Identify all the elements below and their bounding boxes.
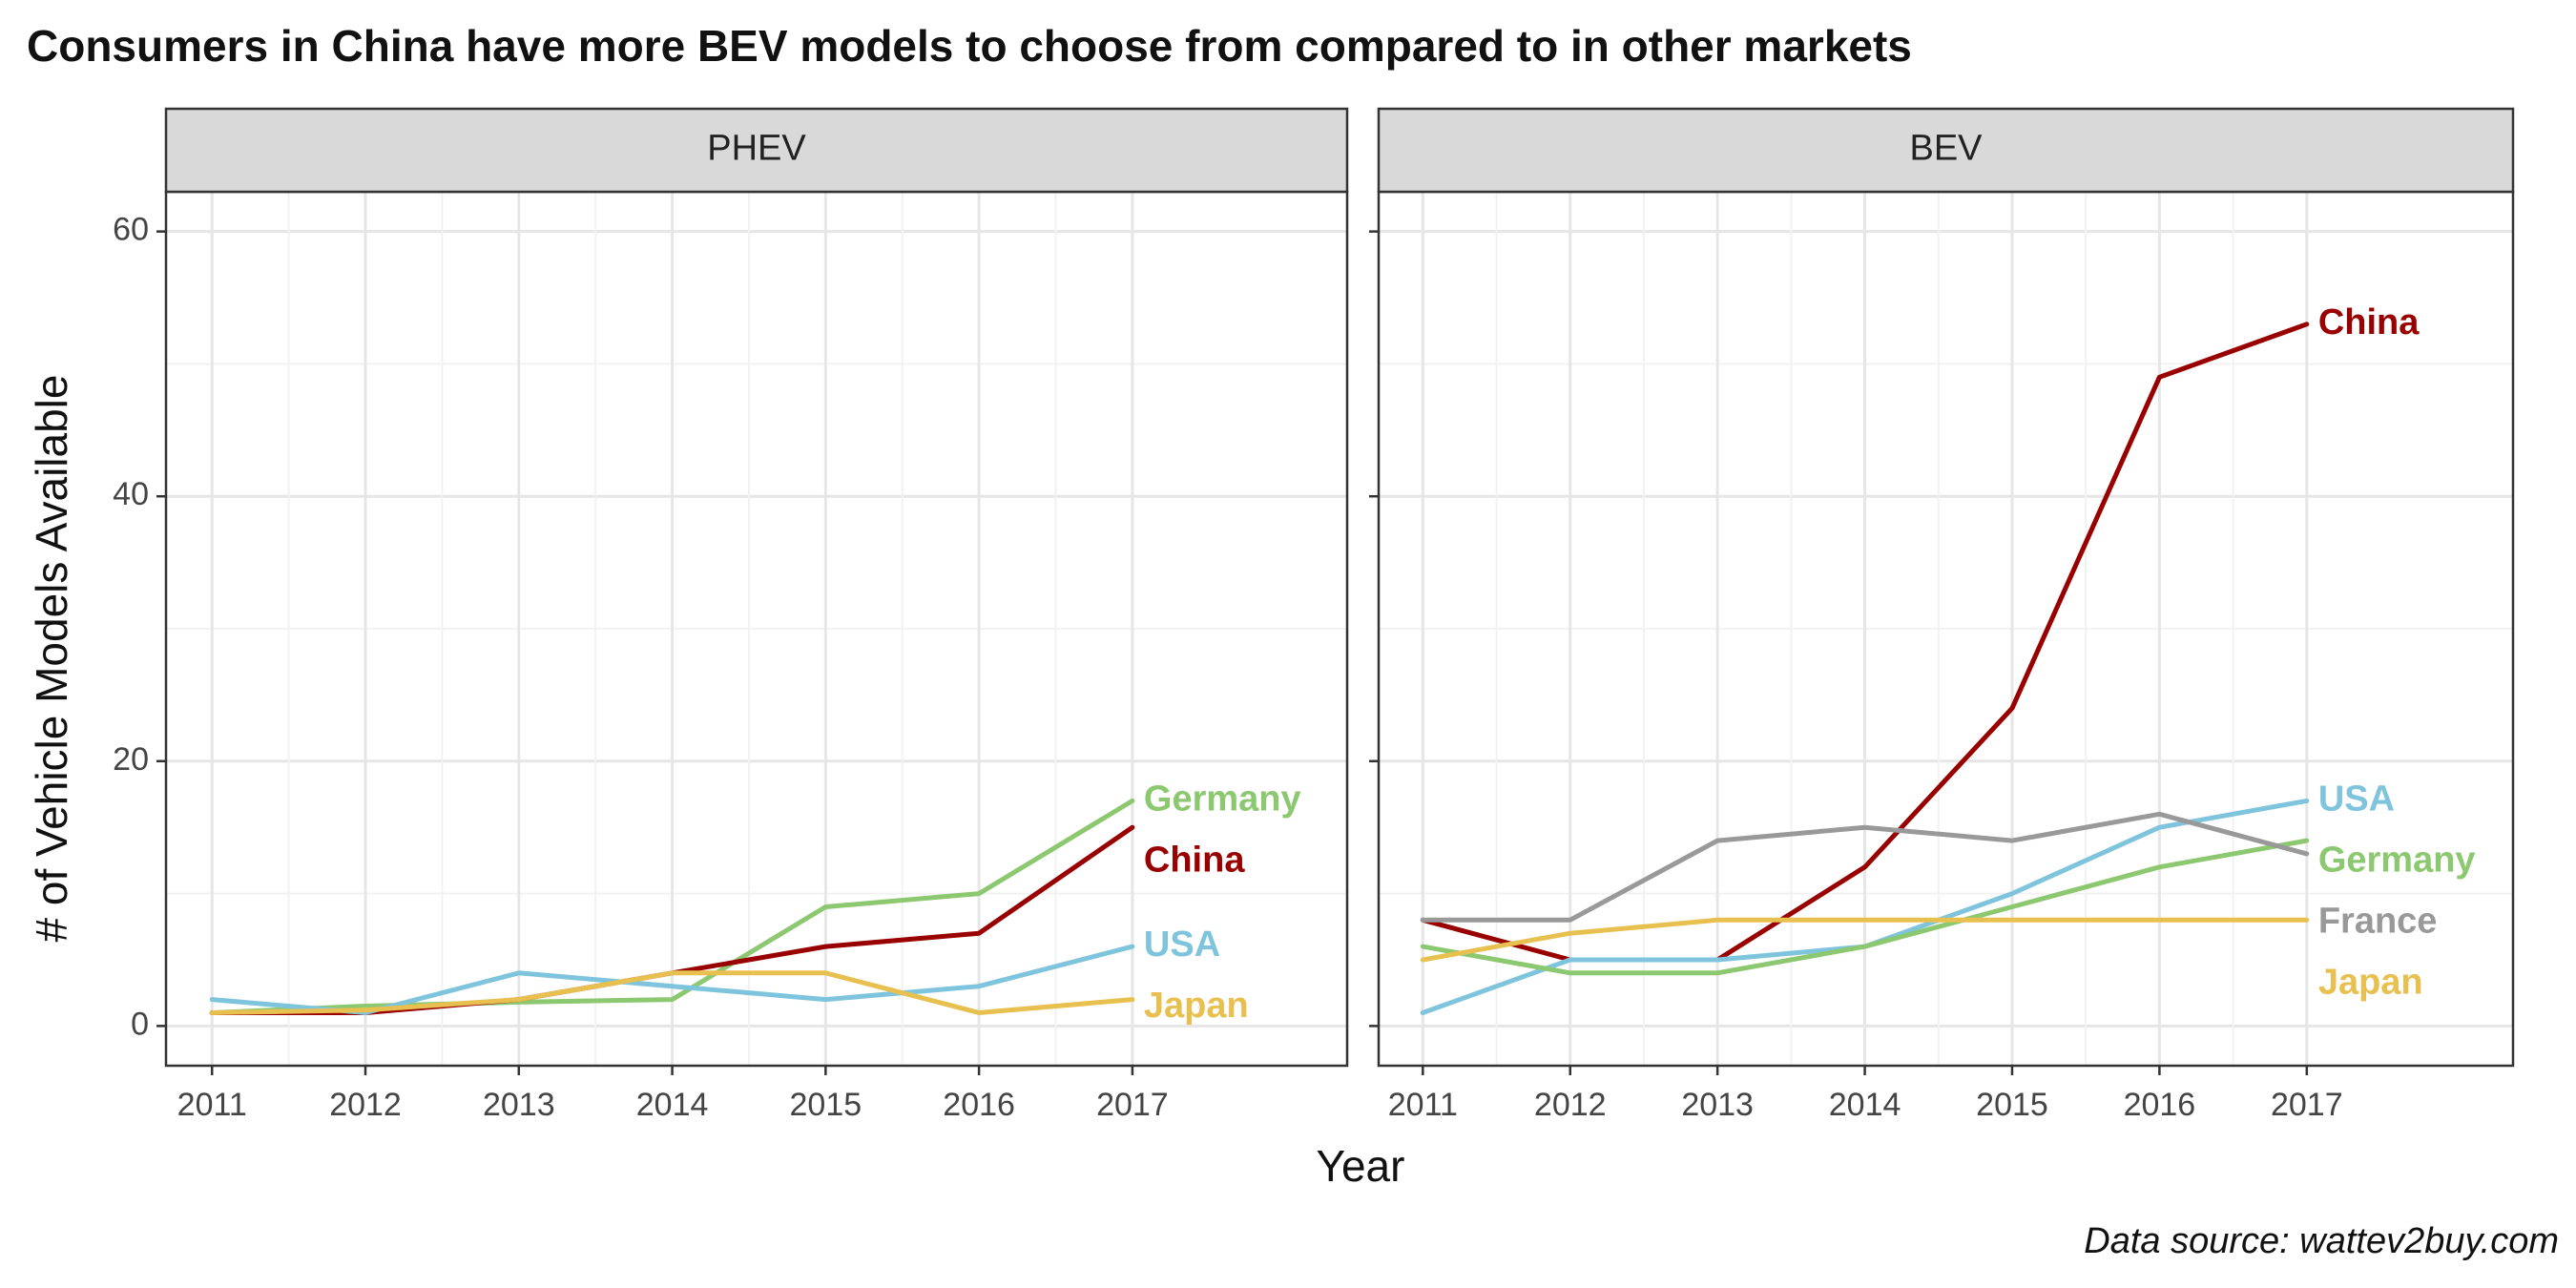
series-label-bev-france: France bbox=[2318, 901, 2438, 941]
series-line-bev-japan bbox=[1420, 917, 2310, 963]
panel-phev: Germany China USA Japan PHEV 2011 2012 2013 2014… bbox=[113, 107, 1349, 1123]
x-tick-label: 2015 bbox=[790, 1087, 862, 1123]
series-line-bev-germany bbox=[1420, 838, 2310, 976]
series-label-bev-china: China bbox=[2318, 302, 2420, 343]
series-label-phev-china: China bbox=[1144, 840, 1245, 880]
series-line-phev-usa bbox=[209, 944, 1135, 1015]
series-label-bev-germany: Germany bbox=[2318, 840, 2476, 880]
x-tick-label: 2014 bbox=[1829, 1087, 1901, 1123]
series-label-phev-japan: Japan bbox=[1144, 986, 1249, 1026]
series-line-phev-japan bbox=[209, 970, 1135, 1015]
panel-bev: China USA Germany France Japan BEV 2011 2012 201… bbox=[1369, 107, 2515, 1123]
series-label-bev-japan: Japan bbox=[2318, 962, 2423, 1002]
y-tick-label: 0 bbox=[131, 1006, 149, 1042]
x-tick-label: 2017 bbox=[1096, 1087, 1169, 1123]
x-tick-label: 2014 bbox=[636, 1087, 709, 1123]
strip-background bbox=[1377, 107, 2515, 194]
y-tick-label: 40 bbox=[113, 476, 149, 512]
x-tick-label: 2012 bbox=[1534, 1087, 1607, 1123]
series-line-bev-france bbox=[1420, 811, 2310, 923]
series-label-bev-usa: USA bbox=[2318, 779, 2395, 819]
y-tick-label: 20 bbox=[113, 741, 149, 778]
x-axis-title: Year bbox=[1317, 1141, 1405, 1191]
panels: Germany China USA Japan PHEV 2011 2012 2013 2014… bbox=[113, 107, 2515, 1123]
x-tick-label: 2013 bbox=[1681, 1087, 1754, 1123]
series-label-phev-usa: USA bbox=[1144, 924, 1220, 965]
strip-background bbox=[164, 107, 1349, 194]
y-axis-title: # of Vehicle Models Available bbox=[27, 375, 76, 943]
x-tick-label: 2016 bbox=[2124, 1087, 2196, 1123]
x-tick-label: 2015 bbox=[1976, 1087, 2048, 1123]
y-tick-label: 60 bbox=[113, 212, 149, 248]
chart-title: Consumers in China have more BEV models … bbox=[27, 21, 1912, 71]
caption: Data source: wattev2buy.com bbox=[2084, 1221, 2559, 1261]
x-tick-label: 2012 bbox=[329, 1087, 402, 1123]
x-tick-label: 2017 bbox=[2271, 1087, 2343, 1123]
strip-label-bev: BEV bbox=[1909, 129, 1983, 169]
x-tick-label: 2011 bbox=[1388, 1087, 1458, 1123]
strip-label-phev: PHEV bbox=[707, 129, 806, 169]
series-label-phev-germany: Germany bbox=[1144, 779, 1301, 819]
x-tick-label: 2011 bbox=[177, 1087, 247, 1123]
series-line-phev-germany bbox=[209, 798, 1135, 1015]
x-tick-label: 2016 bbox=[943, 1087, 1015, 1123]
x-tick-label: 2013 bbox=[483, 1087, 555, 1123]
